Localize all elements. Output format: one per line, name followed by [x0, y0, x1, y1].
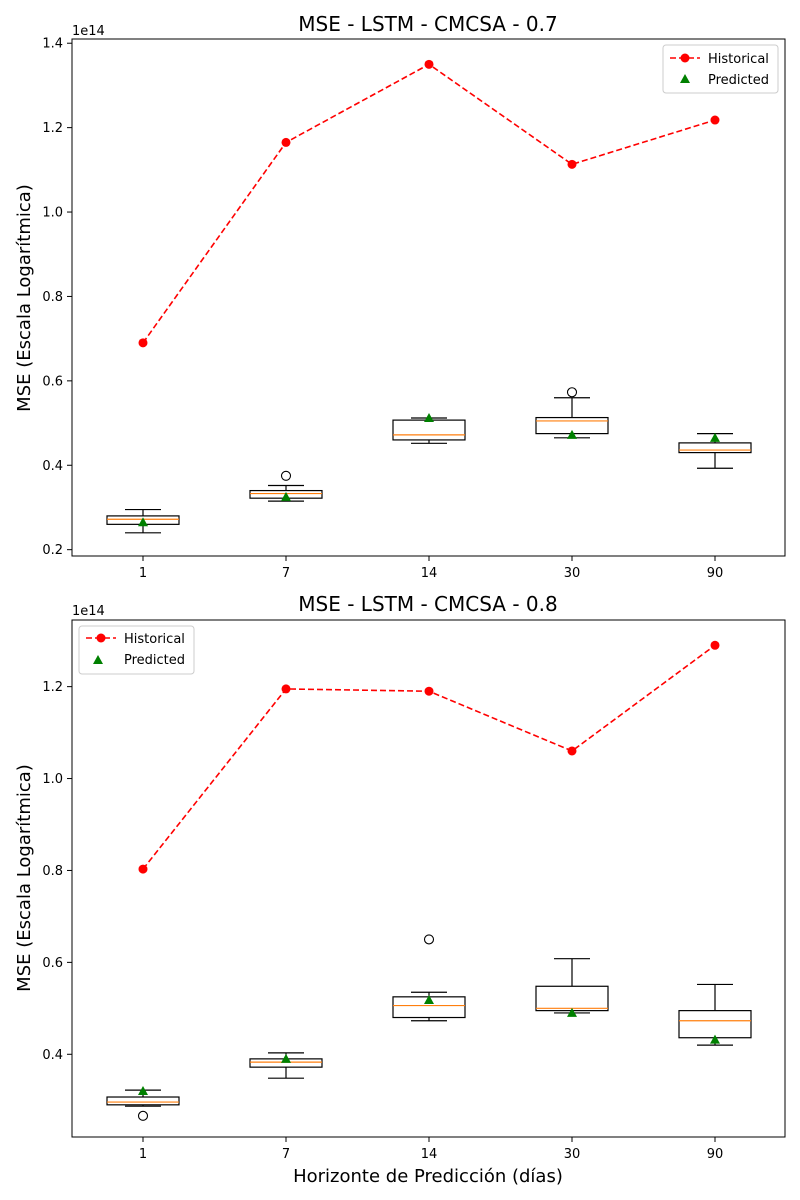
box-iqr — [535, 985, 609, 1012]
plot-area: 0.4 0.6 0.8 1.0 1.2 1 7 14 30 90 — [42, 640, 752, 1162]
legend-predicted-label: Predicted — [708, 73, 769, 88]
chart-title: MSE - LSTM - CMCSA - 0.7 — [298, 12, 557, 36]
legend-historical-marker — [96, 633, 106, 643]
y-tick-label: 0.8 — [42, 290, 63, 305]
box-iqr — [392, 419, 466, 441]
y-tick-label: 0.6 — [42, 374, 63, 389]
predicted-point — [567, 1007, 577, 1017]
x-tick-label: 90 — [707, 566, 724, 581]
box-iqr — [678, 442, 752, 454]
y-axis-label: MSE (Escala Logarítmica) — [14, 764, 35, 992]
y-tick-label: 0.4 — [42, 459, 63, 474]
predicted-point — [567, 429, 577, 439]
box-iqr — [106, 1096, 180, 1106]
legend-predicted-marker — [680, 74, 690, 83]
predicted-point — [138, 517, 148, 527]
historical-point — [567, 159, 577, 169]
historical-point — [710, 115, 720, 125]
y-tick-label: 1.2 — [42, 680, 63, 695]
predicted-point — [281, 1053, 291, 1063]
y-axis-label: MSE (Escala Logarítmica) — [14, 184, 35, 412]
chart-panel-bottom: MSE - LSTM - CMCSA - 0.8 1e14 MSE (Escal… — [14, 592, 786, 1187]
historical-point — [424, 59, 434, 69]
y-axis-offset-label: 1e14 — [72, 604, 105, 619]
box-flier — [423, 934, 435, 945]
legend: Historical Predicted — [78, 625, 195, 675]
predicted-point — [424, 995, 434, 1005]
y-tick-label: 1.0 — [42, 772, 63, 787]
legend-box — [662, 44, 779, 94]
chart-panel-top: MSE - LSTM - CMCSA - 0.7 1e14 MSE (Escal… — [14, 12, 786, 581]
box-flier — [280, 470, 292, 481]
plot-frame — [71, 619, 786, 1138]
y-tick-label: 1.4 — [42, 37, 63, 52]
x-tick-label: 7 — [282, 1147, 290, 1162]
historical-point — [710, 640, 720, 650]
y-tick-label: 0.6 — [42, 956, 63, 971]
y-axis-offset-label: 1e14 — [72, 24, 105, 39]
plot-area: 0.2 0.4 0.6 0.8 1.0 1.2 1.4 1 7 14 30 90 — [42, 37, 752, 581]
y-tick-label: 1.2 — [42, 121, 63, 136]
box-iqr — [678, 1010, 752, 1039]
legend: Historical Predicted — [662, 44, 779, 94]
x-tick-label: 14 — [421, 566, 438, 581]
box-flier — [137, 1110, 149, 1121]
historical-point — [281, 137, 291, 147]
x-tick-label: 7 — [282, 566, 290, 581]
y-tick-label: 1.0 — [42, 206, 63, 221]
x-axis-label: Horizonte de Predicción (días) — [293, 1166, 563, 1187]
x-tick-label: 30 — [564, 1147, 581, 1162]
box-flier — [566, 387, 578, 398]
x-tick-label: 90 — [707, 1147, 724, 1162]
x-tick-label: 1 — [139, 1147, 147, 1162]
legend-historical-label: Historical — [708, 52, 769, 67]
y-tick-label: 0.4 — [42, 1048, 63, 1063]
predicted-point — [138, 1086, 148, 1096]
x-tick-label: 1 — [139, 566, 147, 581]
historical-series-line — [142, 63, 716, 344]
x-tick-label: 30 — [564, 566, 581, 581]
historical-point — [281, 684, 291, 694]
predicted-point — [710, 432, 720, 442]
legend-predicted-marker — [93, 655, 103, 664]
historical-point — [138, 864, 148, 874]
historical-point — [138, 338, 148, 348]
historical-point — [567, 746, 577, 756]
historical-point — [424, 686, 434, 696]
predicted-point — [710, 1034, 720, 1044]
legend-predicted-label: Predicted — [124, 653, 185, 668]
plot-frame — [71, 38, 786, 557]
legend-historical-label: Historical — [124, 632, 185, 647]
y-tick-label: 0.2 — [42, 543, 63, 558]
y-tick-label: 0.8 — [42, 864, 63, 879]
chart-title: MSE - LSTM - CMCSA - 0.8 — [298, 592, 557, 616]
legend-historical-marker — [680, 53, 690, 63]
x-tick-label: 14 — [421, 1147, 438, 1162]
predicted-point — [281, 491, 291, 501]
predicted-point — [424, 412, 434, 422]
historical-series-line — [142, 644, 716, 870]
